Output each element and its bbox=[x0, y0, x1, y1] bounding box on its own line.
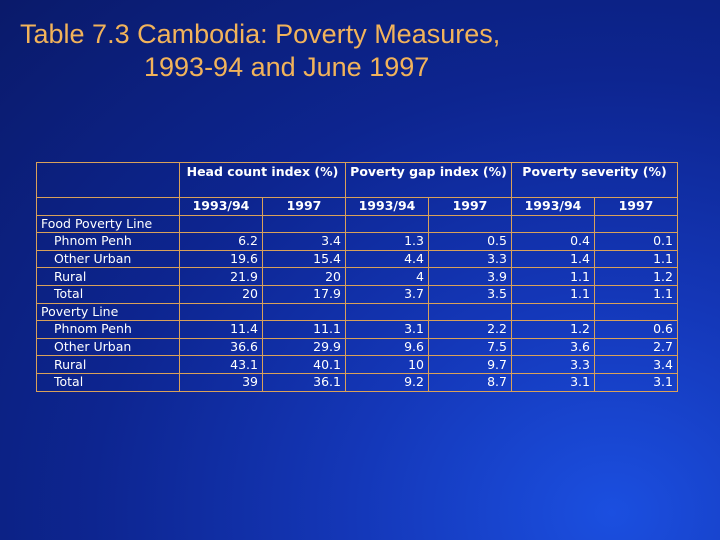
value-cell: 11.1 bbox=[262, 320, 346, 339]
value-cell: 2.7 bbox=[594, 337, 678, 357]
section-label: Food Poverty Line bbox=[36, 214, 180, 234]
value-cell: 9.2 bbox=[345, 372, 429, 392]
year-header: 1997 bbox=[594, 197, 678, 216]
table-row: Total 20 17.9 3.7 3.5 1.1 1.1 bbox=[36, 284, 678, 304]
group-header-head-count: Head count index (%) bbox=[179, 162, 346, 198]
value-cell: 3.4 bbox=[262, 232, 346, 251]
value-cell: 3.4 bbox=[594, 355, 678, 374]
value-cell: 20 bbox=[262, 267, 346, 286]
group-header-poverty-gap: Poverty gap index (%) bbox=[345, 162, 512, 198]
corner-cell-2 bbox=[36, 197, 180, 216]
year-header: 1993/94 bbox=[345, 197, 429, 216]
table-row: Other Urban 36.6 29.9 9.6 7.5 3.6 2.7 bbox=[36, 337, 678, 357]
empty-cell bbox=[428, 302, 512, 322]
empty-cell bbox=[262, 214, 346, 234]
value-cell: 20 bbox=[179, 284, 263, 304]
table-row: Rural 43.1 40.1 10 9.7 3.3 3.4 bbox=[36, 355, 678, 374]
row-label: Rural bbox=[36, 267, 180, 286]
value-cell: 4 bbox=[345, 267, 429, 286]
row-label: Total bbox=[36, 284, 180, 304]
value-cell: 1.2 bbox=[594, 267, 678, 286]
section-header-row: Food Poverty Line bbox=[36, 214, 678, 234]
value-cell: 43.1 bbox=[179, 355, 263, 374]
value-cell: 36.1 bbox=[262, 372, 346, 392]
value-cell: 1.3 bbox=[345, 232, 429, 251]
title-line-1: Table 7.3 Cambodia: Poverty Measures, bbox=[20, 19, 501, 49]
value-cell: 39 bbox=[179, 372, 263, 392]
value-cell: 1.1 bbox=[511, 284, 595, 304]
value-cell: 4.4 bbox=[345, 249, 429, 269]
value-cell: 6.2 bbox=[179, 232, 263, 251]
table-body: Food Poverty Line Phnom Penh 6.2 3.4 1.3 0.5 0… bbox=[36, 214, 678, 392]
value-cell: 3.1 bbox=[511, 372, 595, 392]
table-row: Other Urban 19.6 15.4 4.4 3.3 1.4 1.1 bbox=[36, 249, 678, 269]
title-line-2: 1993-94 and June 1997 bbox=[144, 52, 430, 82]
empty-cell bbox=[345, 302, 429, 322]
table-row: Phnom Penh 6.2 3.4 1.3 0.5 0.4 0.1 bbox=[36, 232, 678, 251]
value-cell: 3.9 bbox=[428, 267, 512, 286]
empty-cell bbox=[179, 214, 263, 234]
value-cell: 3.3 bbox=[428, 249, 512, 269]
section-header-row: Poverty Line bbox=[36, 302, 678, 322]
value-cell: 3.1 bbox=[345, 320, 429, 339]
year-header: 1997 bbox=[262, 197, 346, 216]
poverty-table-container: Head count index (%) Poverty gap index (… bbox=[36, 162, 678, 392]
value-cell: 3.1 bbox=[594, 372, 678, 392]
value-cell: 0.5 bbox=[428, 232, 512, 251]
section-label: Poverty Line bbox=[36, 302, 180, 322]
value-cell: 7.5 bbox=[428, 337, 512, 357]
value-cell: 1.2 bbox=[511, 320, 595, 339]
value-cell: 0.4 bbox=[511, 232, 595, 251]
empty-cell bbox=[179, 302, 263, 322]
group-header-poverty-severity: Poverty severity (%) bbox=[511, 162, 678, 198]
value-cell: 0.6 bbox=[594, 320, 678, 339]
row-label: Rural bbox=[36, 355, 180, 374]
empty-cell bbox=[345, 214, 429, 234]
empty-cell bbox=[511, 302, 595, 322]
value-cell: 3.3 bbox=[511, 355, 595, 374]
value-cell: 11.4 bbox=[179, 320, 263, 339]
value-cell: 1.1 bbox=[594, 249, 678, 269]
value-cell: 9.7 bbox=[428, 355, 512, 374]
table-row: Total 39 36.1 9.2 8.7 3.1 3.1 bbox=[36, 372, 678, 392]
value-cell: 29.9 bbox=[262, 337, 346, 357]
row-label: Phnom Penh bbox=[36, 232, 180, 251]
empty-cell bbox=[594, 214, 678, 234]
value-cell: 8.7 bbox=[428, 372, 512, 392]
row-label: Other Urban bbox=[36, 249, 180, 269]
corner-cell bbox=[36, 162, 180, 198]
value-cell: 9.6 bbox=[345, 337, 429, 357]
year-header-row: 1993/94 1997 1993/94 1997 1993/94 1997 bbox=[36, 197, 678, 216]
value-cell: 21.9 bbox=[179, 267, 263, 286]
empty-cell bbox=[511, 214, 595, 234]
table-row: Phnom Penh 11.4 11.1 3.1 2.2 1.2 0.6 bbox=[36, 320, 678, 339]
year-header: 1997 bbox=[428, 197, 512, 216]
empty-cell bbox=[428, 214, 512, 234]
value-cell: 40.1 bbox=[262, 355, 346, 374]
value-cell: 17.9 bbox=[262, 284, 346, 304]
value-cell: 15.4 bbox=[262, 249, 346, 269]
value-cell: 3.6 bbox=[511, 337, 595, 357]
row-label: Other Urban bbox=[36, 337, 180, 357]
year-header: 1993/94 bbox=[511, 197, 595, 216]
slide-title: Table 7.3 Cambodia: Poverty Measures, 19… bbox=[20, 18, 640, 84]
value-cell: 1.1 bbox=[594, 284, 678, 304]
value-cell: 10 bbox=[345, 355, 429, 374]
value-cell: 1.4 bbox=[511, 249, 595, 269]
table-row: Rural 21.9 20 4 3.9 1.1 1.2 bbox=[36, 267, 678, 286]
empty-cell bbox=[594, 302, 678, 322]
value-cell: 3.7 bbox=[345, 284, 429, 304]
row-label: Phnom Penh bbox=[36, 320, 180, 339]
value-cell: 3.5 bbox=[428, 284, 512, 304]
value-cell: 19.6 bbox=[179, 249, 263, 269]
value-cell: 36.6 bbox=[179, 337, 263, 357]
group-header-row: Head count index (%) Poverty gap index (… bbox=[36, 162, 678, 198]
value-cell: 0.1 bbox=[594, 232, 678, 251]
empty-cell bbox=[262, 302, 346, 322]
row-label: Total bbox=[36, 372, 180, 392]
year-header: 1993/94 bbox=[179, 197, 263, 216]
value-cell: 1.1 bbox=[511, 267, 595, 286]
value-cell: 2.2 bbox=[428, 320, 512, 339]
poverty-measures-table: Head count index (%) Poverty gap index (… bbox=[36, 162, 678, 392]
